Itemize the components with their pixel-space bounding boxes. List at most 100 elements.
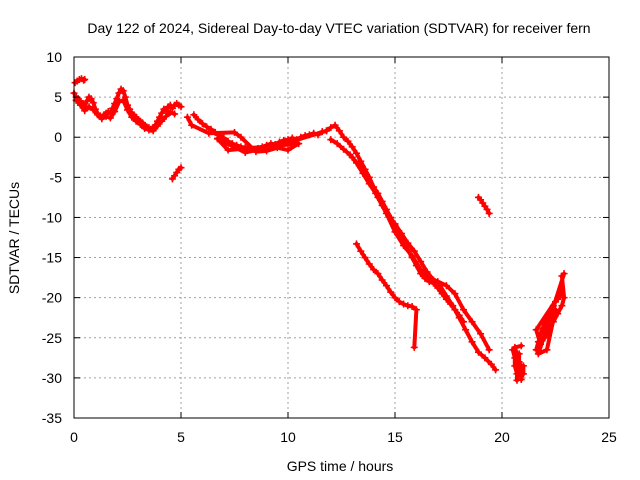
data-point <box>515 358 523 366</box>
data-point <box>442 292 450 300</box>
data-series <box>71 75 89 87</box>
data-point <box>344 137 352 145</box>
data-point <box>468 338 476 346</box>
data-point <box>517 375 525 383</box>
data-point <box>263 147 271 155</box>
data-point <box>404 239 412 247</box>
data-point <box>162 112 170 120</box>
y-tick-label: -10 <box>42 209 62 225</box>
data-point <box>76 101 84 109</box>
data-point <box>198 120 206 128</box>
data-point <box>492 366 500 374</box>
x-tick-label: 5 <box>177 429 185 445</box>
data-point <box>451 290 459 298</box>
data-point <box>80 76 88 84</box>
data-point <box>459 306 467 314</box>
data-point <box>357 164 365 172</box>
data-point <box>545 326 553 334</box>
data-point <box>231 128 238 136</box>
data-point <box>477 330 485 338</box>
data-point <box>81 75 89 83</box>
data-point <box>327 136 335 144</box>
data-point <box>556 292 564 300</box>
data-point <box>534 350 542 358</box>
data-point <box>98 115 106 123</box>
data-point <box>171 110 179 118</box>
data-point <box>558 302 566 310</box>
data-series <box>168 164 185 183</box>
data-point <box>404 302 412 310</box>
data-point <box>554 310 562 318</box>
x-tick-label: 10 <box>280 429 296 445</box>
data-point <box>295 140 303 148</box>
y-tick-label: 0 <box>54 129 62 145</box>
data-point <box>156 113 164 121</box>
data-point <box>410 247 418 255</box>
data-point <box>115 89 123 97</box>
data-point <box>273 144 281 152</box>
data-series <box>72 96 179 135</box>
data-point <box>132 117 140 125</box>
data-point <box>513 376 521 384</box>
data-point <box>511 343 519 351</box>
data-point <box>485 209 493 217</box>
data-series <box>183 113 331 156</box>
data-point <box>141 124 149 132</box>
data-point <box>145 126 153 134</box>
data-point <box>85 103 93 111</box>
data-point <box>517 342 525 350</box>
data-point <box>83 97 91 105</box>
data-point <box>158 109 166 117</box>
data-point <box>128 113 136 121</box>
data-point <box>284 146 292 154</box>
data-point <box>481 354 489 362</box>
data-point <box>549 318 557 326</box>
data-point <box>408 252 416 260</box>
data-point <box>487 360 495 368</box>
data-point <box>387 288 395 296</box>
data-point <box>357 247 365 255</box>
y-tick-label: 10 <box>46 49 62 65</box>
data-point <box>541 334 549 342</box>
data-point <box>442 282 450 290</box>
data-point <box>560 270 568 278</box>
data-point <box>149 127 157 135</box>
data-point <box>333 140 341 148</box>
data-point <box>205 129 213 137</box>
data-point <box>374 270 382 278</box>
data-point <box>543 346 551 354</box>
data-point <box>455 314 463 322</box>
data-point <box>252 148 260 156</box>
data-point <box>417 266 425 274</box>
data-point <box>124 106 131 114</box>
data-point <box>153 122 161 130</box>
data-point <box>537 340 545 348</box>
data-point <box>213 135 221 143</box>
y-axis-label: SDTVAR / TECUs <box>6 182 22 294</box>
data-point <box>111 108 119 116</box>
data-point <box>541 319 549 327</box>
data-points <box>70 75 568 384</box>
data-series <box>509 342 527 384</box>
data-point <box>519 362 527 370</box>
data-point <box>348 143 356 151</box>
plot-area-frame <box>73 56 610 419</box>
chart-title: Day 122 of 2024, Sidereal Day-to-day VTE… <box>87 20 590 36</box>
data-series <box>352 240 420 351</box>
data-point <box>177 103 185 111</box>
data-point <box>188 121 196 129</box>
data-point <box>183 113 191 121</box>
data-point <box>400 242 408 250</box>
data-point <box>417 258 425 266</box>
x-tick-label: 0 <box>70 429 78 445</box>
data-series <box>348 153 493 354</box>
data-point <box>382 209 390 217</box>
data-point <box>177 164 185 172</box>
data-point <box>378 276 386 284</box>
x-tick-label: 15 <box>387 429 403 445</box>
x-axis-label: GPS time / hours <box>287 458 394 474</box>
data-point <box>365 177 373 185</box>
data-point <box>517 366 525 374</box>
